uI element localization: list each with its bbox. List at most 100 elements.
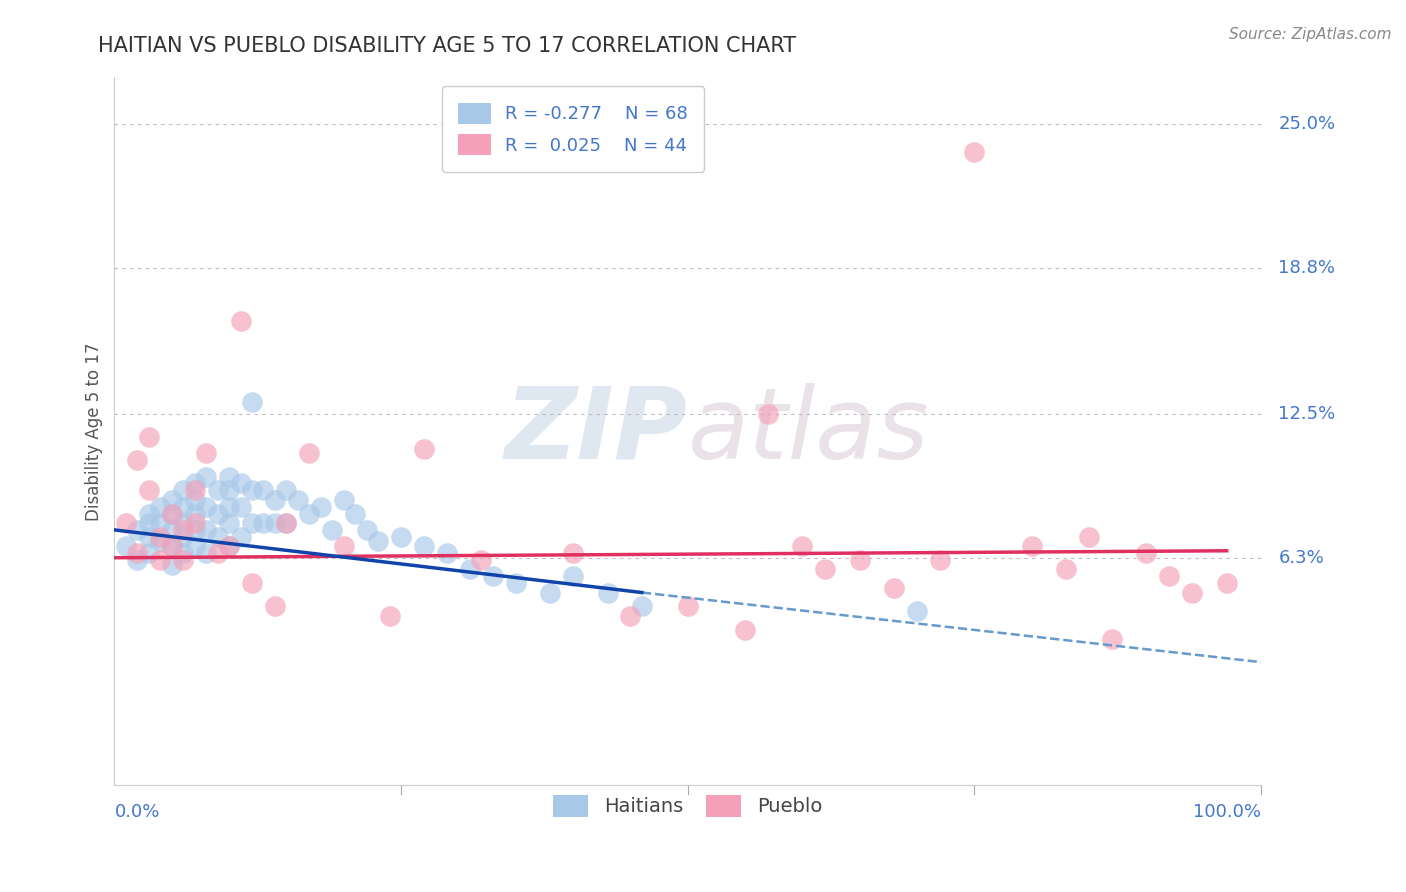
Point (195, 500, 218, 514)
Point (195, 469, 218, 483)
Point (883, 581, 905, 595)
Point (183, 483, 205, 498)
Point (160, 507, 183, 521)
Point (676, 599, 699, 614)
Point (389, 530, 412, 544)
Point (183, 507, 205, 521)
Point (332, 539, 354, 553)
Point (240, 483, 263, 498)
Point (240, 516, 263, 530)
Point (482, 569, 505, 583)
Point (298, 507, 321, 521)
Text: HAITIAN VS PUEBLO DISABILITY AGE 5 TO 17 CORRELATION CHART: HAITIAN VS PUEBLO DISABILITY AGE 5 TO 17… (98, 36, 797, 55)
Point (172, 523, 194, 537)
Point (207, 546, 229, 560)
Point (963, 145, 986, 159)
Point (229, 500, 252, 514)
Point (218, 483, 240, 498)
Text: ZIP: ZIP (505, 383, 688, 480)
Point (287, 492, 309, 507)
Point (195, 546, 218, 560)
Text: 12.5%: 12.5% (1278, 405, 1336, 423)
Point (1135, 546, 1157, 560)
Point (207, 483, 229, 498)
Point (149, 553, 172, 567)
Text: 0.0%: 0.0% (114, 803, 160, 821)
Point (160, 558, 183, 572)
Point (1216, 576, 1239, 591)
Point (229, 314, 252, 328)
Point (172, 516, 194, 530)
Point (207, 507, 229, 521)
Point (160, 523, 183, 537)
Point (538, 585, 561, 599)
Point (127, 453, 149, 467)
Text: 100.0%: 100.0% (1194, 803, 1261, 821)
Y-axis label: Disability Age 5 to 17: Disability Age 5 to 17 (86, 342, 103, 521)
Point (792, 539, 814, 553)
Point (149, 534, 172, 549)
Point (149, 530, 172, 544)
Point (183, 476, 205, 491)
Point (631, 599, 654, 614)
Text: atlas: atlas (688, 383, 929, 480)
Point (814, 562, 837, 576)
Point (1021, 539, 1043, 553)
Point (138, 507, 160, 521)
Point (127, 553, 149, 567)
Point (149, 500, 172, 514)
Point (138, 483, 160, 498)
Point (756, 407, 779, 421)
Point (138, 546, 160, 560)
Point (183, 516, 205, 530)
Point (218, 539, 240, 553)
Point (138, 530, 160, 544)
Point (218, 539, 240, 553)
Point (229, 530, 252, 544)
Point (309, 500, 332, 514)
Point (1078, 530, 1101, 544)
Point (264, 599, 287, 614)
Point (619, 608, 641, 623)
Point (240, 576, 263, 591)
Point (378, 608, 401, 623)
Point (149, 516, 172, 530)
Point (160, 507, 183, 521)
Point (562, 569, 585, 583)
Point (413, 539, 436, 553)
Point (183, 523, 205, 537)
Point (734, 623, 756, 637)
Point (207, 530, 229, 544)
Point (172, 500, 194, 514)
Point (905, 604, 928, 618)
Point (344, 507, 367, 521)
Point (127, 546, 149, 560)
Point (413, 442, 436, 456)
Point (276, 516, 298, 530)
Point (929, 553, 952, 567)
Point (264, 516, 287, 530)
Point (172, 530, 194, 544)
Point (321, 523, 343, 537)
Point (138, 430, 160, 444)
Point (276, 516, 298, 530)
Point (1159, 569, 1181, 583)
Point (218, 500, 240, 514)
Legend: Haitians, Pueblo: Haitians, Pueblo (546, 787, 830, 825)
Point (562, 546, 585, 560)
Point (596, 585, 619, 599)
Point (218, 516, 240, 530)
Point (298, 446, 321, 460)
Point (276, 483, 298, 498)
Point (172, 553, 194, 567)
Point (183, 539, 205, 553)
Point (264, 492, 287, 507)
Point (115, 516, 138, 530)
Point (115, 539, 138, 553)
Point (1101, 632, 1123, 646)
Point (252, 483, 274, 498)
Point (127, 523, 149, 537)
Point (332, 492, 354, 507)
Point (172, 483, 194, 498)
Text: Source: ZipAtlas.com: Source: ZipAtlas.com (1229, 27, 1392, 42)
